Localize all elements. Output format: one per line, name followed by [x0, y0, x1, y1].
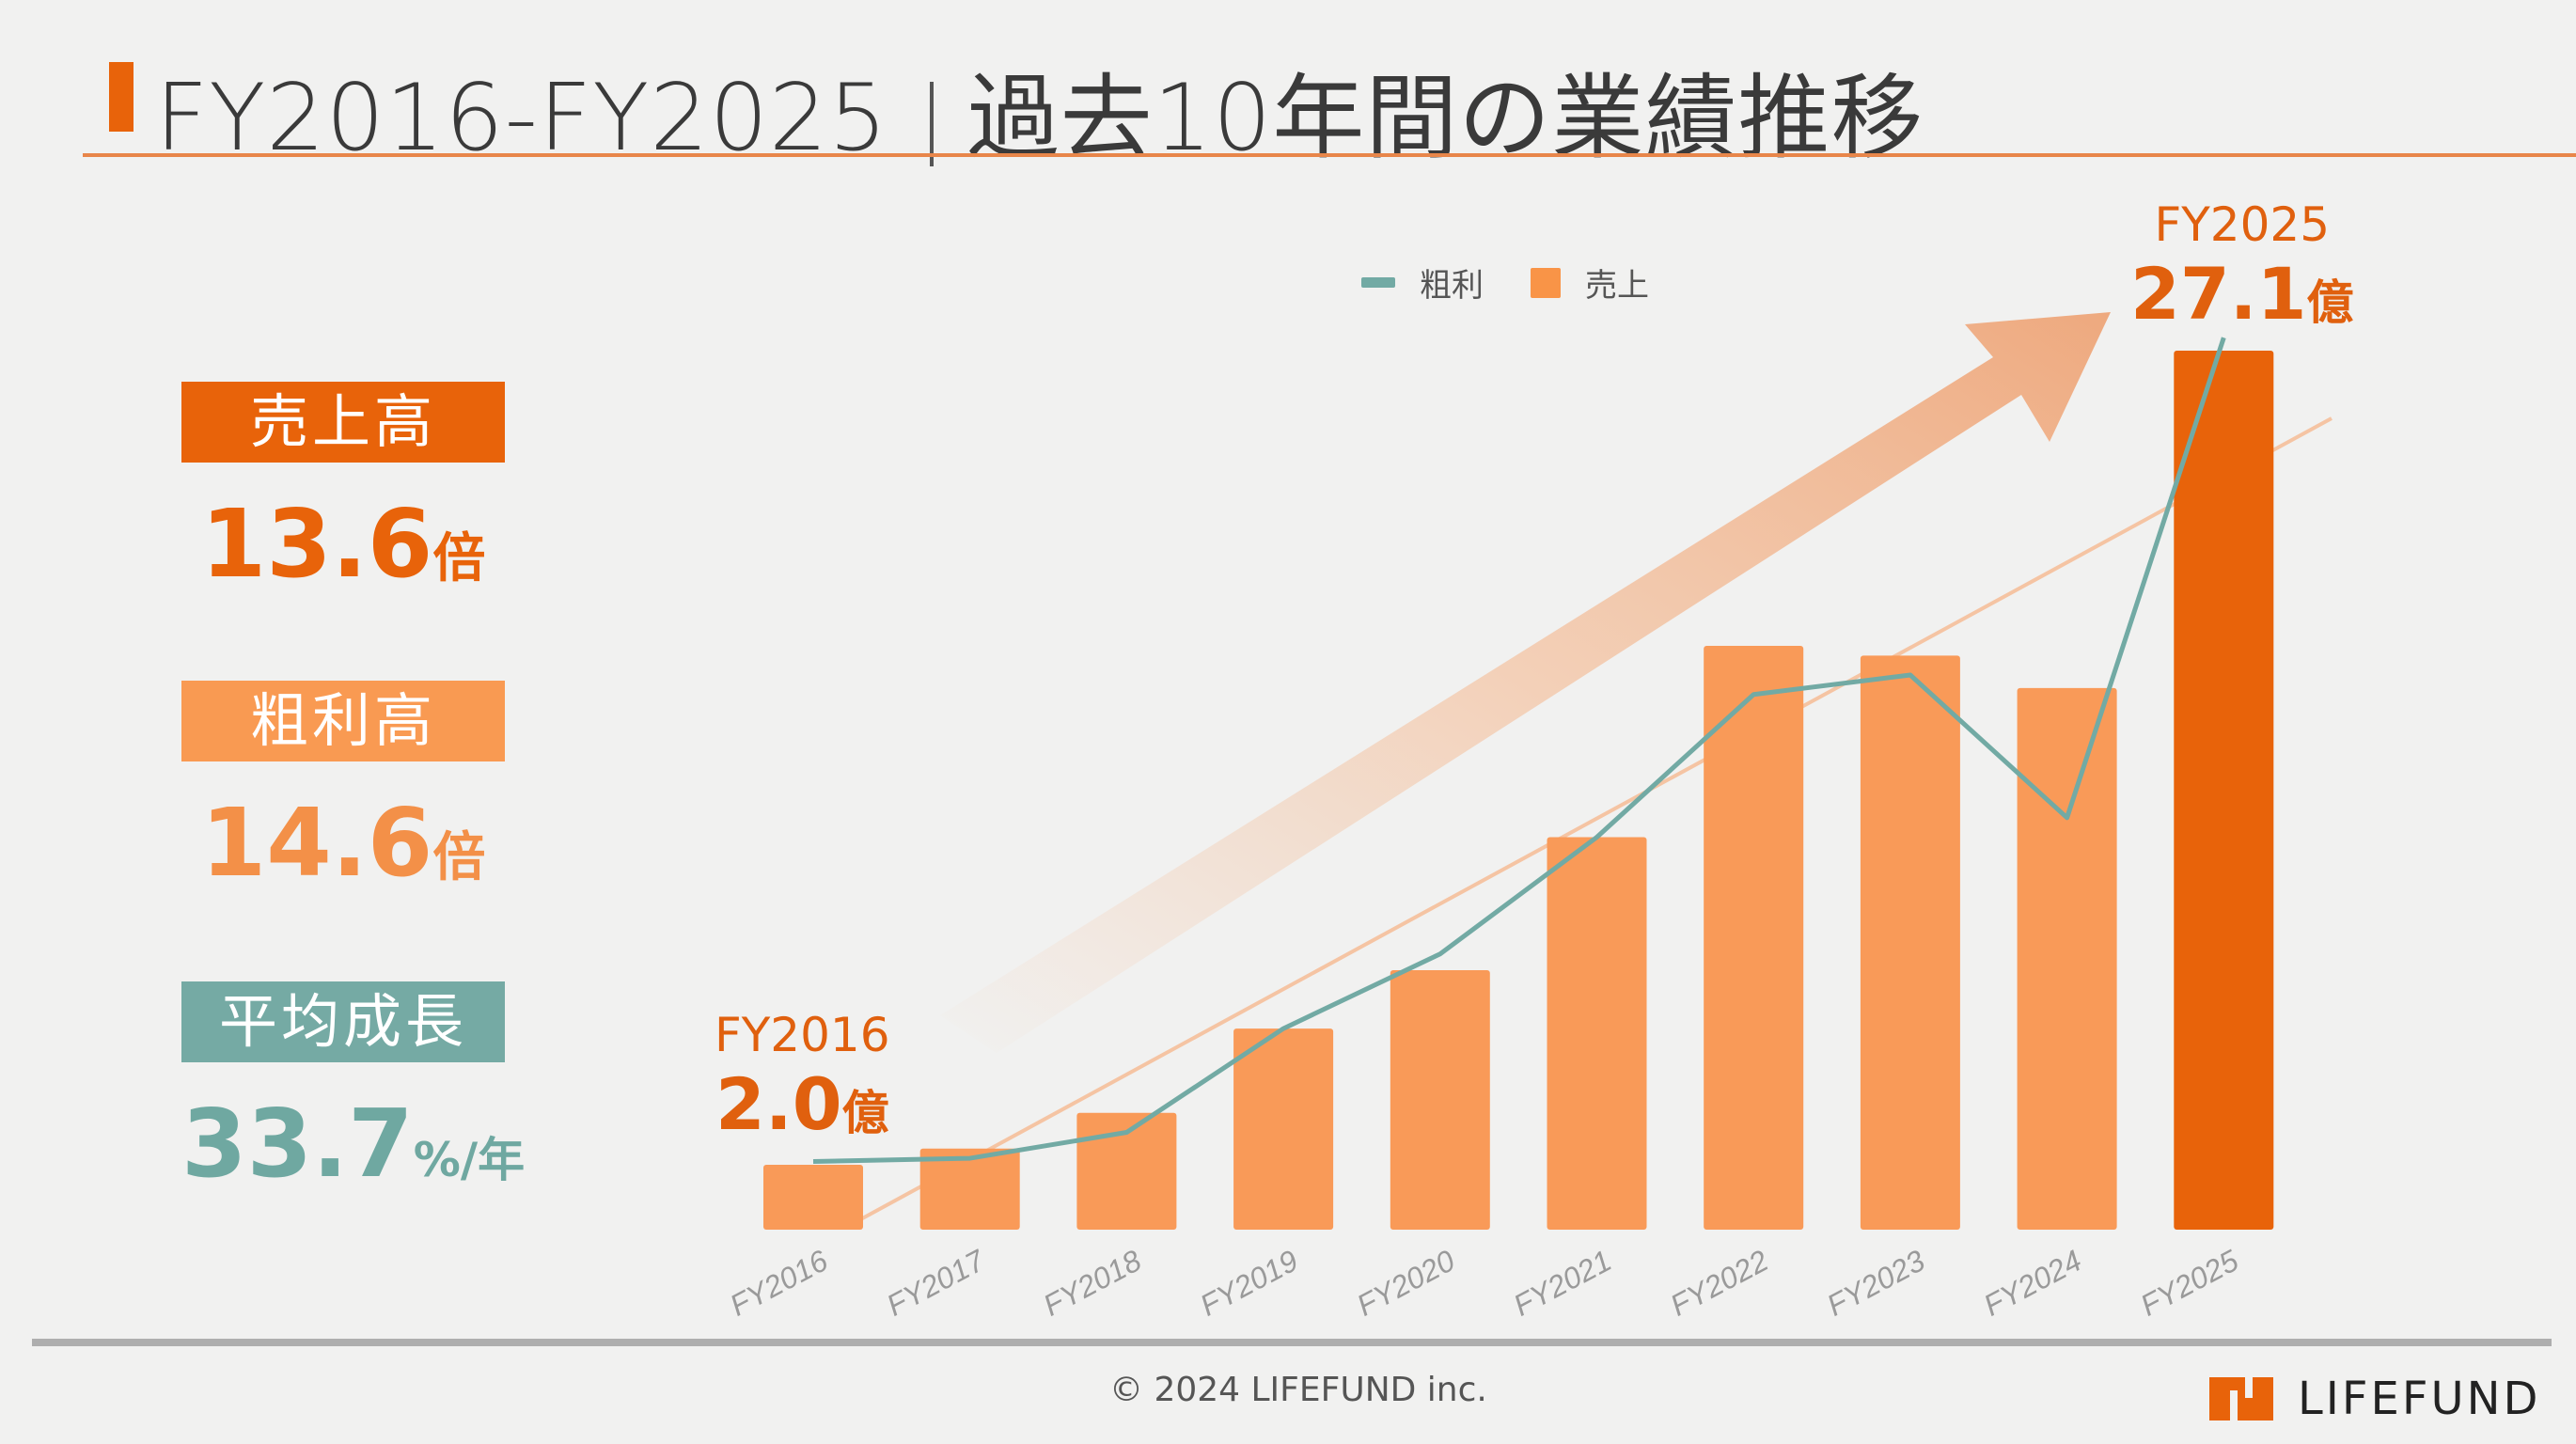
- bar-fy2016: [763, 1164, 863, 1230]
- bar-fy2019: [1233, 1028, 1334, 1230]
- copyright-text: © 2024 LIFEFUND inc.: [1109, 1371, 1487, 1409]
- callout-start-unit: 億: [841, 1086, 889, 1140]
- growth-arrow-icon: [940, 312, 2111, 1053]
- bar-fy2020: [1390, 969, 1490, 1230]
- x-tick-label: FY2019: [1195, 1243, 1304, 1322]
- logo-mark-icon: [2209, 1377, 2273, 1420]
- kpi-value-gross-profit: 14.6倍: [181, 788, 505, 898]
- x-tick-label: FY2025: [2135, 1243, 2244, 1322]
- x-tick-label: FY2024: [1978, 1243, 2087, 1322]
- callout-end-unit: 億: [2306, 275, 2354, 330]
- x-tick-label: FY2022: [1665, 1243, 1774, 1322]
- company-logo: LIFEFUND: [2209, 1373, 2540, 1425]
- callout-end-year: FY2025: [2154, 197, 2331, 252]
- x-tick-label: FY2016: [724, 1243, 833, 1322]
- callout-start-value: 2.0: [715, 1062, 842, 1146]
- kpi-number: 33.7: [181, 1089, 414, 1199]
- kpi-label-gross-profit: 粗利高: [181, 681, 505, 761]
- bar-fy2018: [1076, 1112, 1177, 1230]
- bar-fy2023: [1860, 655, 1960, 1230]
- legend-bar-swatch: [1531, 267, 1561, 298]
- title-separator: [929, 82, 934, 167]
- bar-fy2021: [1547, 837, 1647, 1230]
- kpi-unit: 倍: [432, 827, 486, 888]
- x-tick-label: FY2018: [1038, 1243, 1147, 1322]
- kpi-value-avg-growth: 33.7%/年: [181, 1089, 525, 1199]
- bar-fy2022: [1704, 645, 1804, 1230]
- kpi-unit: 倍: [432, 528, 486, 589]
- kpi-value-sales: 13.6倍: [181, 489, 505, 599]
- chart-legend: 粗利 売上: [1361, 259, 1649, 306]
- logo-wordmark: LIFEFUND: [2298, 1373, 2541, 1425]
- bar-fy2024: [2017, 687, 2117, 1230]
- kpi-unit: %/年: [413, 1133, 526, 1187]
- bar-fy2017: [919, 1148, 1020, 1230]
- x-tick-label: FY2023: [1821, 1243, 1930, 1322]
- trend-line: [855, 416, 2333, 1224]
- x-tick-label: FY2021: [1508, 1243, 1617, 1322]
- kpi-label-sales: 売上高: [181, 382, 505, 463]
- kpi-number: 13.6: [200, 489, 433, 599]
- legend-line-swatch: [1361, 277, 1395, 288]
- kpi-number: 14.6: [200, 788, 433, 898]
- legend-label-gross-profit: 粗利: [1420, 267, 1484, 305]
- title-accent-bar: [109, 62, 134, 132]
- x-tick-label: FY2017: [881, 1243, 991, 1323]
- callout-start: FY2016 2.0億: [715, 1008, 890, 1146]
- callout-start-year: FY2016: [715, 1008, 890, 1062]
- legend-label-sales: 売上: [1585, 267, 1649, 305]
- footer-divider: [32, 1339, 2552, 1346]
- callout-end-value: 27.1: [2130, 252, 2307, 336]
- gross-profit-line: [812, 337, 2226, 1165]
- title-underline: [83, 153, 2576, 157]
- bar-fy2025: [2174, 351, 2274, 1230]
- callout-end: FY2025 27.1億: [2130, 197, 2354, 336]
- kpi-label-avg-growth: 平均成長: [181, 981, 505, 1062]
- x-tick-label: FY2020: [1351, 1243, 1460, 1322]
